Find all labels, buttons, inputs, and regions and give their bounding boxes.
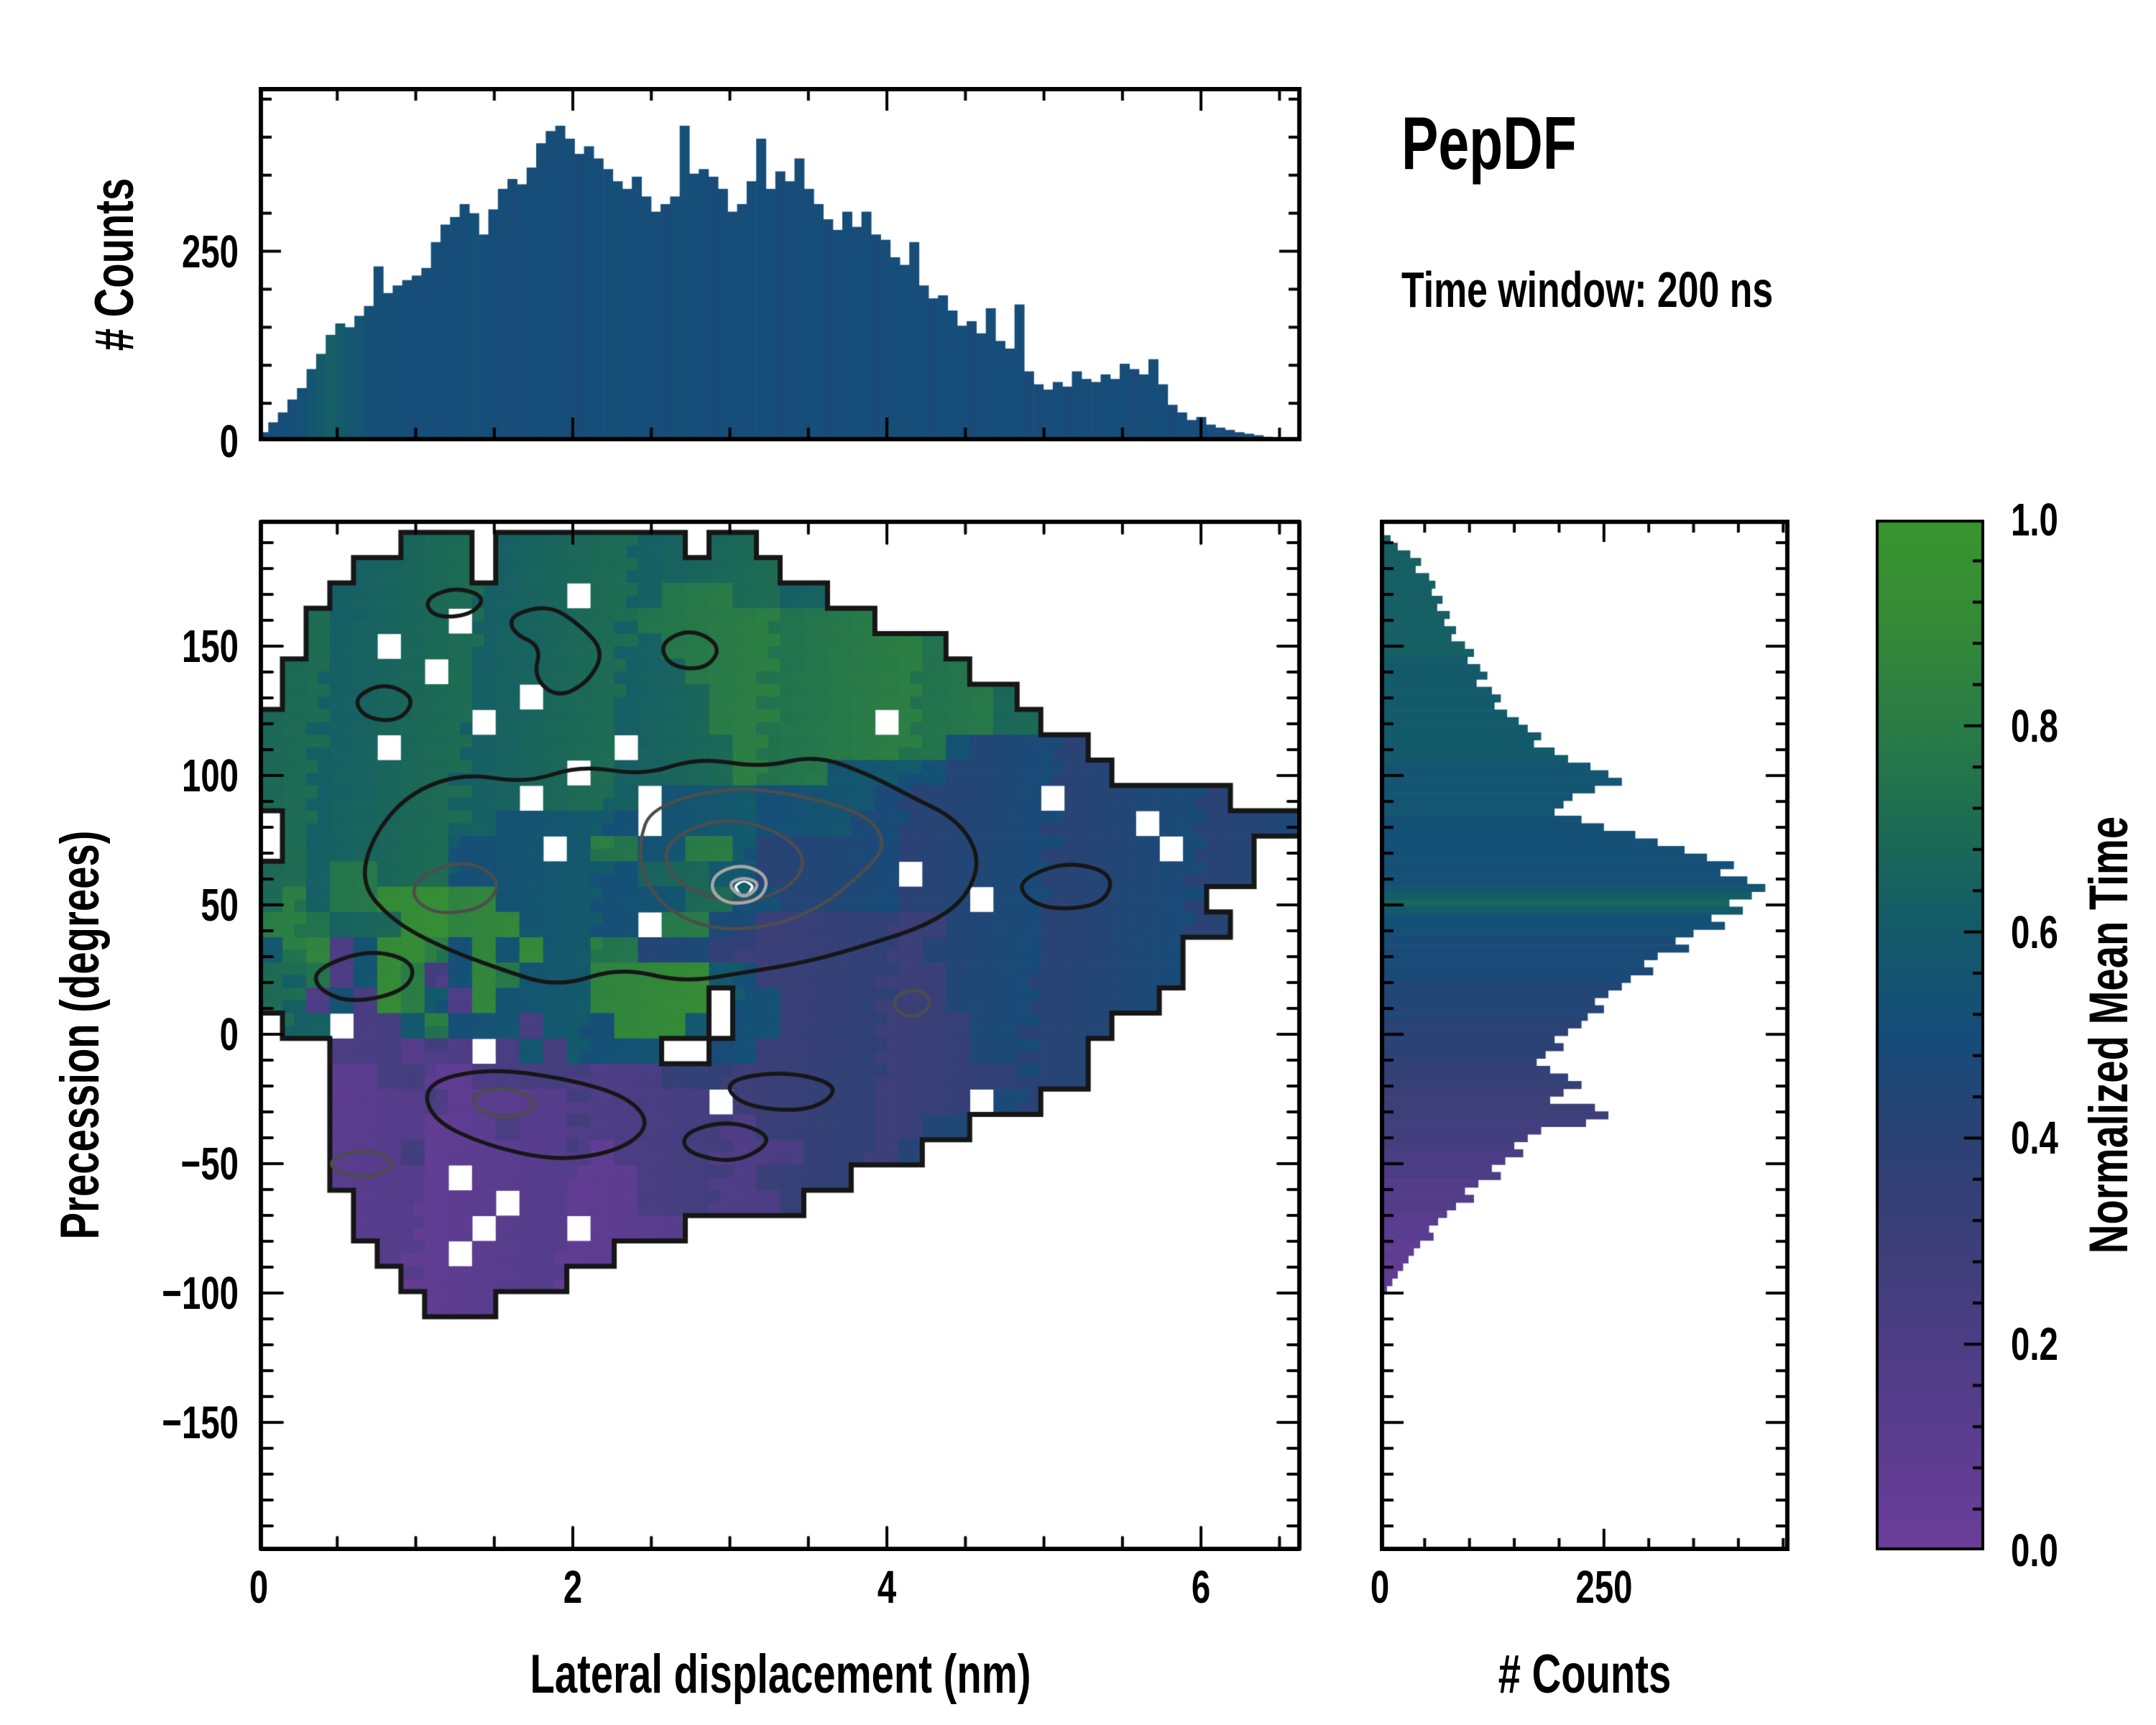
main-y-tick-label: −100 bbox=[162, 1267, 239, 1320]
colorbar-tick-label: 0.2 bbox=[2011, 1318, 2058, 1371]
colorbar-tick-label: 0.4 bbox=[2011, 1112, 2058, 1164]
right-hist-x-axis-label: # Counts bbox=[1498, 1644, 1672, 1705]
main-x-tick-label: 6 bbox=[1191, 1561, 1211, 1613]
right-hist-x-tick-label: 0 bbox=[1370, 1561, 1390, 1613]
top-histogram-canvas bbox=[259, 87, 1302, 441]
main-x-tick-label: 4 bbox=[877, 1561, 897, 1613]
figure-title-text: PepDF bbox=[1401, 102, 1577, 185]
right-hist-x-tick-label: 250 bbox=[1575, 1561, 1633, 1613]
top-hist-y-tick-label: 0 bbox=[219, 415, 239, 467]
colorbar-tick-label: 1.0 bbox=[2011, 494, 2058, 546]
time-window-annotation: Time window: 200 ns bbox=[1401, 264, 1904, 315]
main-y-tick-label: 50 bbox=[201, 879, 239, 932]
colorbar-label: Normalized Mean Time bbox=[2078, 816, 2139, 1254]
colorbar-canvas bbox=[1876, 520, 1984, 1550]
main-x-axis-label: Lateral displacement (nm) bbox=[530, 1644, 1031, 1705]
main-y-tick-label: 0 bbox=[219, 1008, 239, 1061]
main-heatmap-canvas bbox=[259, 520, 1302, 1551]
main-x-tick-label: 2 bbox=[563, 1561, 583, 1613]
figure-title: PepDF bbox=[1401, 106, 1638, 181]
time-window-text: Time window: 200 ns bbox=[1401, 262, 1774, 318]
colorbar-tick-label: 0.8 bbox=[2011, 699, 2058, 752]
main-y-tick-label: −150 bbox=[162, 1397, 239, 1449]
main-y-axis-label: Precession (degrees) bbox=[50, 830, 111, 1240]
top-hist-y-tick-label: 250 bbox=[181, 225, 239, 277]
main-y-tick-label: 100 bbox=[181, 750, 239, 802]
right-histogram-canvas bbox=[1380, 520, 1789, 1551]
top-hist-y-axis-label: # Counts bbox=[84, 178, 145, 351]
colorbar-tick-label: 0.6 bbox=[2011, 906, 2058, 958]
colorbar-tick-label: 0.0 bbox=[2011, 1524, 2058, 1576]
main-x-tick-label: 0 bbox=[249, 1561, 269, 1613]
main-y-tick-label: −50 bbox=[180, 1138, 239, 1190]
main-y-tick-label: 150 bbox=[181, 620, 239, 673]
